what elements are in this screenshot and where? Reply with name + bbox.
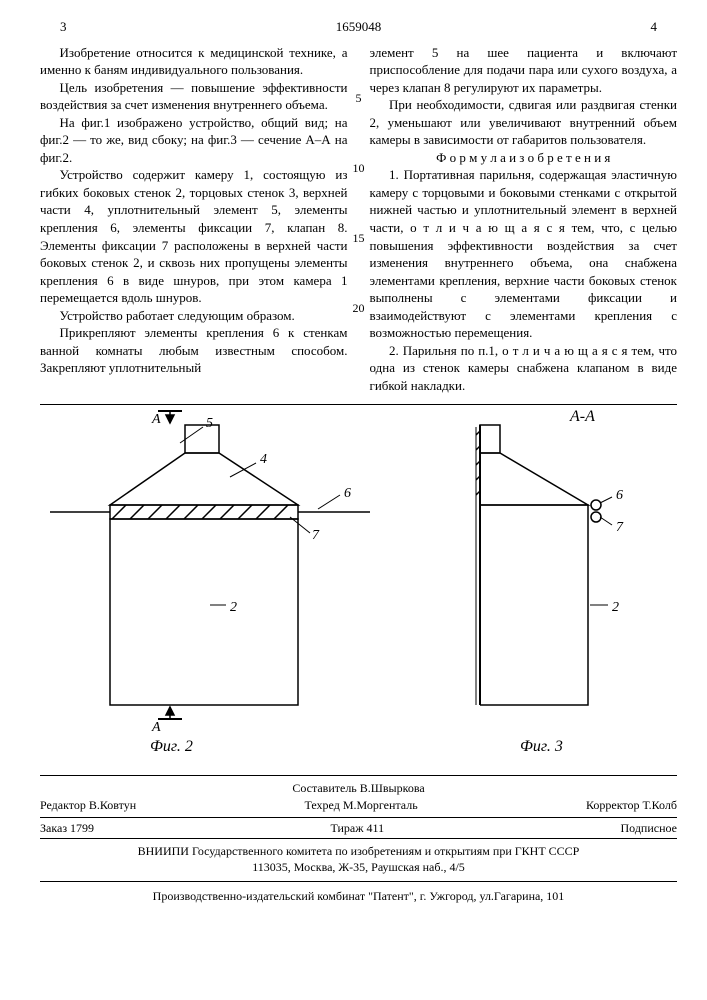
publisher-info: ВНИИПИ Государственного комитета по изоб… [40, 839, 677, 879]
ref-label: 5 [206, 416, 213, 431]
paragraph: Устройство работает следующим образом. [40, 307, 348, 325]
line-number: 5 [348, 90, 370, 106]
tirazh: Тираж 411 [330, 820, 384, 836]
document-number: 1659048 [67, 18, 651, 36]
paragraph: Прикрепляют элементы крепления 6 к стенк… [40, 324, 348, 377]
page-header: 3 1659048 4 [40, 18, 677, 36]
section-label: A [151, 720, 161, 735]
figure-3 [476, 425, 612, 705]
ref-label: 2 [612, 600, 619, 615]
line-number: 20 [348, 300, 370, 316]
line-number: 10 [348, 160, 370, 176]
order-number: Заказ 1799 [40, 820, 94, 836]
corrector: Корректор Т.Колб [586, 797, 677, 813]
footer: Производственно-издательский комбинат "П… [40, 881, 677, 904]
figure-2 [50, 411, 370, 719]
compiler: Составитель В.Швыркова [40, 780, 677, 796]
ref-label: 7 [312, 528, 320, 543]
subscription: Подписное [621, 820, 678, 836]
figure-caption: Фиг. 3 [520, 738, 563, 755]
paragraph: На фиг.1 изображено устройство, общий ви… [40, 114, 348, 167]
formula-title: Ф о р м у л а и з о б р е т е н и я [370, 149, 678, 167]
page-number-right: 4 [651, 18, 658, 36]
paragraph: элемент 5 на шее пациента и включают при… [370, 44, 678, 97]
figures-svg: A A 5 4 6 7 2 Фиг. 2 [40, 405, 677, 775]
figures-area: A A 5 4 6 7 2 Фиг. 2 [40, 404, 677, 776]
ref-label: 6 [616, 488, 623, 503]
paragraph: Устройство содержит камеру 1, состоящую … [40, 166, 348, 306]
section-label: A [151, 412, 161, 427]
figure-3-labels: А-А 6 7 2 Фиг. 3 [520, 408, 624, 755]
credits-block: Составитель В.Швыркова Редактор В.Ковтун… [40, 776, 677, 817]
claim: 2. Парильня по п.1, о т л и ч а ю щ а я … [370, 342, 678, 395]
section-title: А-А [569, 408, 595, 425]
techred: Техред М.Моргенталь [305, 797, 418, 813]
ref-label: 4 [260, 452, 267, 467]
order-row: Заказ 1799 Тираж 411 Подписное [40, 818, 677, 839]
ref-label: 2 [230, 600, 237, 615]
publisher-line-2: 113035, Москва, Ж-35, Раушская наб., 4/5 [40, 859, 677, 875]
line-number: 15 [348, 230, 370, 246]
paragraph: Изобретение относится к медицинской техн… [40, 44, 348, 79]
publisher-line-1: ВНИИПИ Государственного комитета по изоб… [40, 843, 677, 859]
paragraph: Цель изобретения — повышение эффективнос… [40, 79, 348, 114]
paragraph: При необходимости, сдвигая или раздвигая… [370, 96, 678, 149]
ref-label: 6 [344, 486, 351, 501]
editor: Редактор В.Ковтун [40, 797, 136, 813]
figure-caption: Фиг. 2 [150, 738, 193, 755]
patent-page: 3 1659048 4 5 10 15 20 Изобретение относ… [0, 0, 707, 1000]
figure-2-labels: A A 5 4 6 7 2 Фиг. 2 [150, 412, 351, 755]
ref-label: 7 [616, 520, 624, 535]
claim: 1. Портативная парильня, содержащая элас… [370, 166, 678, 341]
